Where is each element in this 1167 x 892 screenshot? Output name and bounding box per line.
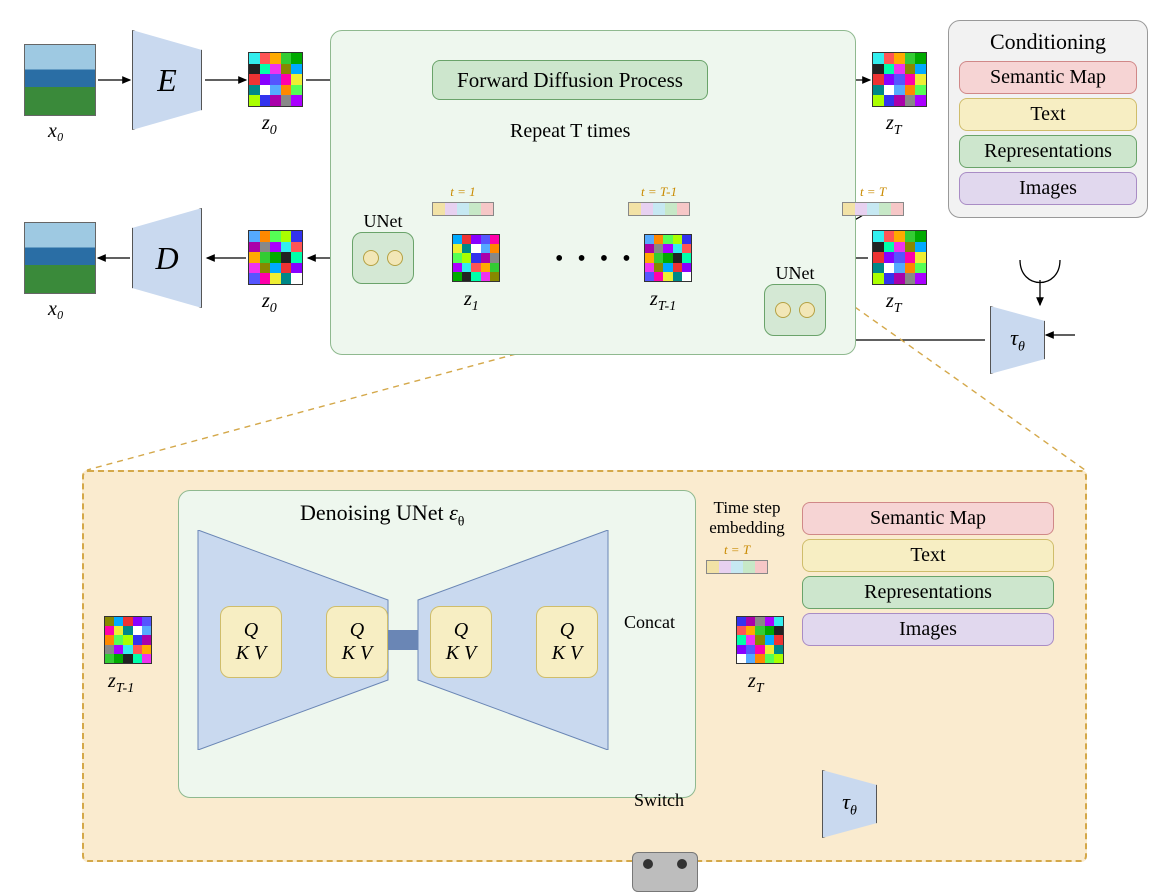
qkv-box-1: QK V: [220, 606, 282, 678]
ellipsis-dots: • • • •: [555, 246, 635, 273]
concat-label: Concat: [624, 612, 675, 633]
denoising-unet-title: Denoising UNet εθ: [300, 500, 464, 530]
latent-output-zTm1: [104, 616, 152, 664]
chip-semantic-map: Semantic Map: [802, 502, 1054, 535]
chip-representations: Representations: [802, 576, 1054, 609]
switch-box: [632, 852, 698, 892]
input-image-x0: [24, 44, 96, 116]
chip-text: Text: [959, 98, 1137, 131]
ts-strip-tT: t = T: [842, 184, 904, 216]
unet-mini-2: UNet: [764, 284, 826, 336]
conditioning-title: Conditioning: [959, 29, 1137, 55]
unet-label-1: UNet: [353, 211, 413, 232]
z1-label: z1: [464, 288, 479, 315]
ts-strip-t1: t = 1: [432, 184, 494, 216]
repeat-label: Repeat T times: [510, 120, 630, 143]
latent-z0-bottom: [248, 230, 303, 285]
chip-text: Text: [802, 539, 1054, 572]
qkv-box-4: QK V: [536, 606, 598, 678]
latent-zT-row: [872, 230, 927, 285]
latent-input-zT-bottom: [736, 616, 784, 664]
qkv-box-2: QK V: [326, 606, 388, 678]
conditioning-chips-bottom: Semantic Map Text Representations Images: [802, 498, 1054, 650]
latent-zTm1: [644, 234, 692, 282]
zT-label-top: zT: [886, 112, 902, 139]
latent-zT-top: [872, 52, 927, 107]
chip-images: Images: [959, 172, 1137, 205]
latent-z0-top: [248, 52, 303, 107]
latent-z1: [452, 234, 500, 282]
x0-label: x₀: [48, 120, 64, 143]
qkv-box-3: QK V: [430, 606, 492, 678]
tau-theta-top: τθ: [990, 306, 1045, 374]
zT-label-bottom: zT: [748, 670, 764, 697]
forward-diffusion-pill: Forward Diffusion Process: [432, 60, 708, 100]
z0-label-bottom: z0: [262, 290, 277, 317]
ts-strip-bottom: t = T: [706, 542, 768, 574]
unet-label-2: UNet: [765, 263, 825, 284]
zT-label-row: zT: [886, 290, 902, 317]
conditioning-panel-top: Conditioning Semantic Map Text Representat…: [948, 20, 1148, 218]
decoder-trapezoid: D: [132, 208, 202, 308]
chip-images: Images: [802, 613, 1054, 646]
chip-representations: Representations: [959, 135, 1137, 168]
output-image-x0: [24, 222, 96, 294]
encoder-trapezoid: E: [132, 30, 202, 130]
zTm1-label: zT-1: [650, 288, 676, 315]
unet-mini-1: UNet: [352, 232, 414, 284]
ts-strip-tTm1: t = T-1: [628, 184, 690, 216]
zTm1-label-bottom: zT-1: [108, 670, 134, 697]
chip-semantic-map: Semantic Map: [959, 61, 1137, 94]
z0-label-top: z0: [262, 112, 277, 139]
ts-embedding-heading: Time step embedding: [702, 498, 792, 538]
switch-label: Switch: [634, 790, 684, 811]
x0-label-out: x₀: [48, 298, 64, 321]
